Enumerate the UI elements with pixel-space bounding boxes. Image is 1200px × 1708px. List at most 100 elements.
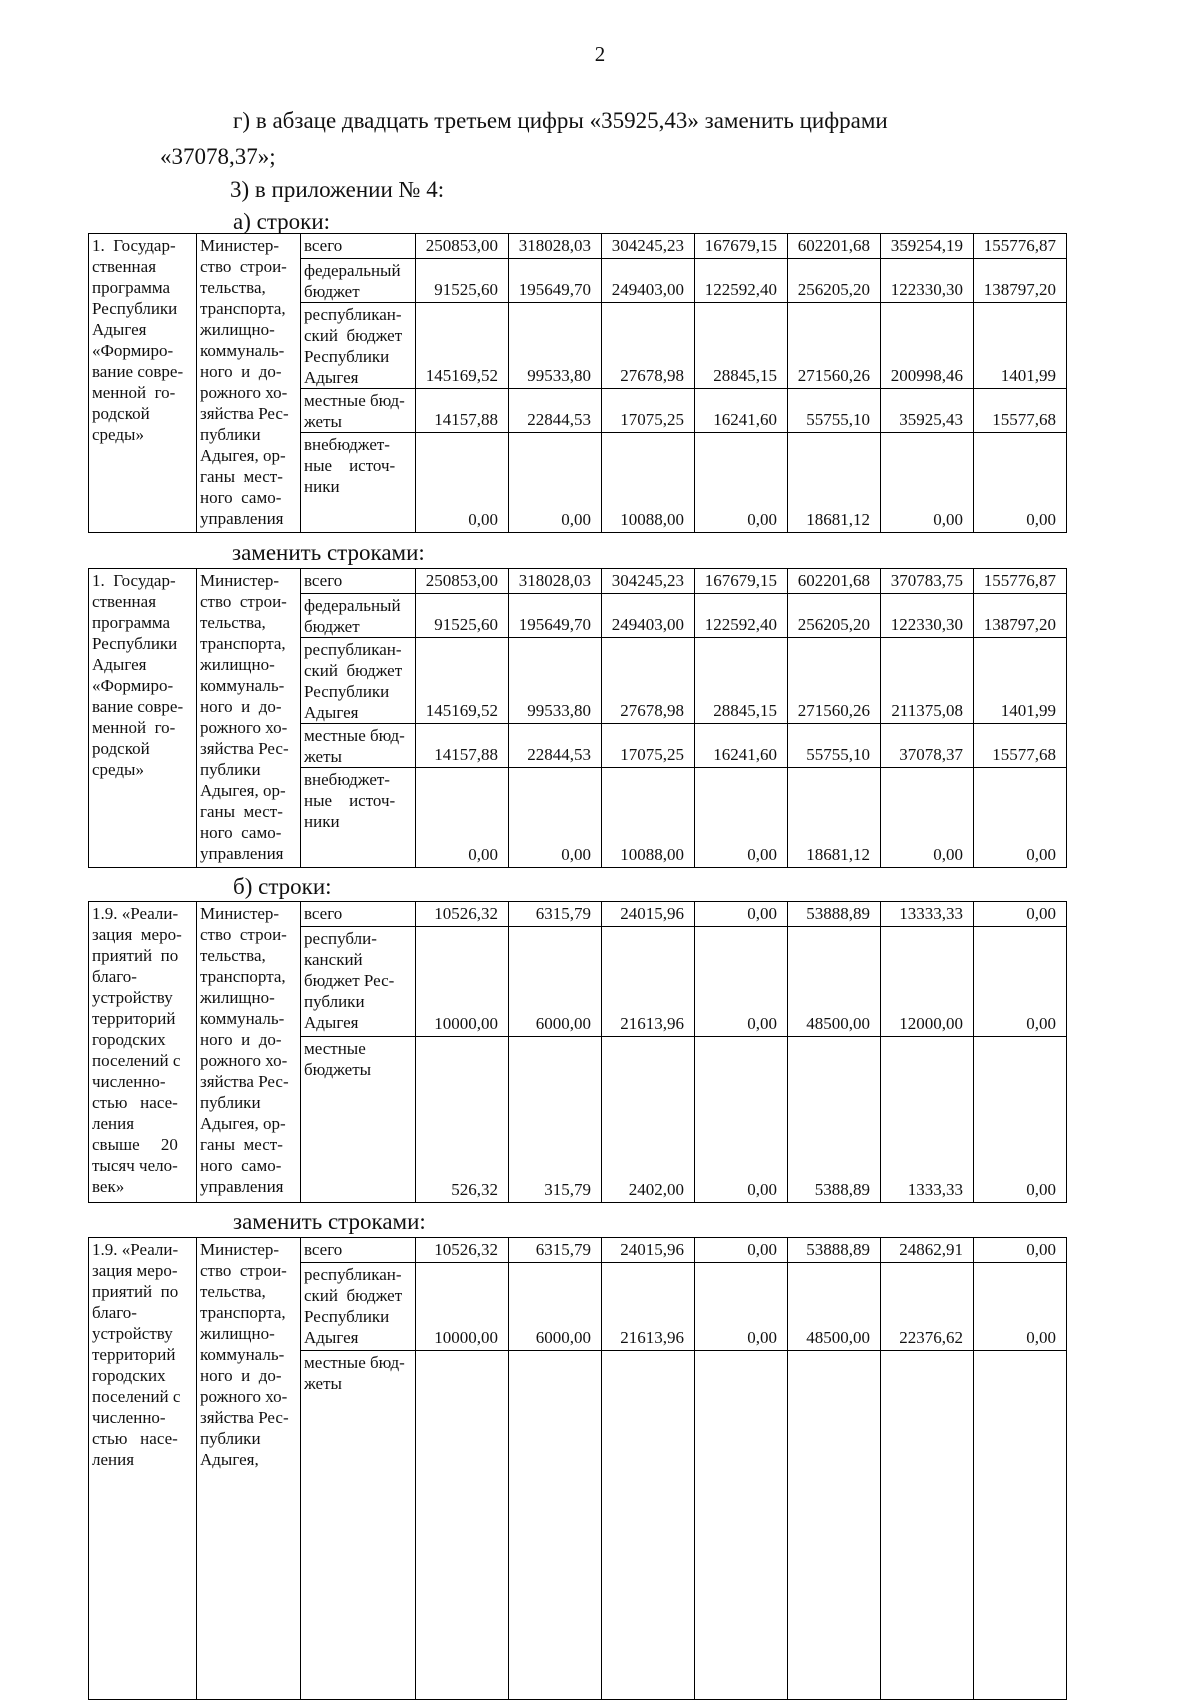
value-cell: 155776,87 — [973, 568, 1067, 594]
value-cell: 602201,68 — [787, 568, 881, 594]
table-b-original: 1.9. «Реали- зация меро- приятий по благ… — [88, 901, 1067, 1203]
value-cell: 99533,80 — [508, 302, 602, 389]
budget-level-label: всего — [300, 568, 416, 594]
value-cell: 24862,91 — [880, 1237, 974, 1263]
budget-level-label: местные бюд- жеты — [300, 723, 416, 768]
value-cell: 28845,15 — [694, 637, 788, 724]
value-cell: 53888,89 — [787, 901, 881, 927]
value-cell: 27678,98 — [601, 637, 695, 724]
value-cell: 2402,00 — [601, 1036, 695, 1203]
value-cell: 526,32 — [415, 1036, 509, 1203]
value-cell: 14157,88 — [415, 388, 509, 433]
value-cell: 0,00 — [880, 432, 974, 533]
value-cell: 0,00 — [415, 432, 509, 533]
value-cell — [694, 1350, 788, 1700]
value-cell: 211375,08 — [880, 637, 974, 724]
value-cell: 6315,79 — [508, 901, 602, 927]
value-cell — [880, 1350, 974, 1700]
value-cell: 1333,33 — [880, 1036, 974, 1203]
value-cell: 15577,68 — [973, 388, 1067, 433]
value-cell: 22376,62 — [880, 1262, 974, 1351]
value-cell: 0,00 — [880, 767, 974, 868]
value-cell: 0,00 — [973, 1262, 1067, 1351]
value-cell: 0,00 — [694, 432, 788, 533]
value-cell: 18681,12 — [787, 767, 881, 868]
value-cell — [601, 1350, 695, 1700]
value-cell: 0,00 — [508, 767, 602, 868]
page-number: 2 — [594, 42, 606, 66]
value-cell: 138797,20 — [973, 258, 1067, 303]
value-cell: 0,00 — [508, 432, 602, 533]
value-cell: 122592,40 — [694, 593, 788, 638]
value-cell: 256205,20 — [787, 593, 881, 638]
value-cell: 0,00 — [973, 1036, 1067, 1203]
budget-level-label: местные бюд- жеты — [300, 1350, 416, 1700]
budget-level-label: республикан- ский бюджет Республики Адыг… — [300, 302, 416, 389]
value-cell: 16241,60 — [694, 723, 788, 768]
value-cell: 200998,46 — [880, 302, 974, 389]
value-cell: 27678,98 — [601, 302, 695, 389]
value-cell: 12000,00 — [880, 926, 974, 1037]
value-cell: 99533,80 — [508, 637, 602, 724]
budget-level-label: республикан- ский бюджет Республики Адыг… — [300, 1262, 416, 1351]
replace-rows-label-2: заменить строками: — [233, 1209, 426, 1234]
budget-level-label: внебюджет- ные источ- ники — [300, 767, 416, 868]
value-cell: 17075,25 — [601, 388, 695, 433]
value-cell: 304245,23 — [601, 568, 695, 594]
value-cell: 0,00 — [694, 1036, 788, 1203]
value-cell: 122330,30 — [880, 593, 974, 638]
value-cell — [508, 1350, 602, 1700]
budget-level-label: всего — [300, 233, 416, 259]
value-cell: 24015,96 — [601, 1237, 695, 1263]
budget-level-label: республикан- ский бюджет Республики Адыг… — [300, 637, 416, 724]
value-cell: 22844,53 — [508, 723, 602, 768]
ministry-cell: Министер- ство строи- тельства, транспор… — [196, 1237, 301, 1700]
program-cell: 1.9. «Реали- зация меро- приятий по благ… — [88, 901, 197, 1203]
value-cell: 48500,00 — [787, 926, 881, 1037]
clause-g-text-line1: г) в абзаце двадцать третьем цифры «3592… — [233, 108, 888, 133]
value-cell: 55755,10 — [787, 723, 881, 768]
value-cell: 21613,96 — [601, 926, 695, 1037]
value-cell: 602201,68 — [787, 233, 881, 259]
value-cell: 250853,00 — [415, 568, 509, 594]
value-cell: 145169,52 — [415, 302, 509, 389]
value-cell: 0,00 — [973, 432, 1067, 533]
value-cell: 0,00 — [694, 767, 788, 868]
value-cell: 10526,32 — [415, 1237, 509, 1263]
value-cell: 10088,00 — [601, 432, 695, 533]
replace-rows-label-1: заменить строками: — [232, 540, 425, 565]
budget-level-label: внебюджет- ные источ- ники — [300, 432, 416, 533]
value-cell: 22844,53 — [508, 388, 602, 433]
value-cell: 155776,87 — [973, 233, 1067, 259]
value-cell: 249403,00 — [601, 593, 695, 638]
program-cell: 1.9. «Реали- зация меро- приятий по благ… — [88, 1237, 197, 1700]
value-cell: 35925,43 — [880, 388, 974, 433]
budget-level-label: местные бюджеты — [300, 1036, 416, 1203]
value-cell: 271560,26 — [787, 302, 881, 389]
value-cell: 6000,00 — [508, 1262, 602, 1351]
value-cell: 318028,03 — [508, 233, 602, 259]
value-cell: 10000,00 — [415, 926, 509, 1037]
value-cell: 195649,70 — [508, 593, 602, 638]
value-cell: 16241,60 — [694, 388, 788, 433]
budget-level-label: федеральный бюджет — [300, 593, 416, 638]
value-cell: 138797,20 — [973, 593, 1067, 638]
program-cell: 1. Государ- ственная программа Республик… — [88, 233, 197, 533]
value-cell: 28845,15 — [694, 302, 788, 389]
value-cell — [973, 1350, 1067, 1700]
value-cell: 167679,15 — [694, 233, 788, 259]
value-cell: 271560,26 — [787, 637, 881, 724]
budget-level-label: местные бюд- жеты — [300, 388, 416, 433]
value-cell: 37078,37 — [880, 723, 974, 768]
value-cell: 48500,00 — [787, 1262, 881, 1351]
value-cell: 13333,33 — [880, 901, 974, 927]
value-cell: 304245,23 — [601, 233, 695, 259]
value-cell: 0,00 — [973, 1237, 1067, 1263]
value-cell: 24015,96 — [601, 901, 695, 927]
value-cell: 0,00 — [694, 1237, 788, 1263]
value-cell: 53888,89 — [787, 1237, 881, 1263]
table-b-replacement: 1.9. «Реали- зация меро- приятий по благ… — [88, 1237, 1067, 1700]
value-cell: 249403,00 — [601, 258, 695, 303]
value-cell: 0,00 — [694, 901, 788, 927]
